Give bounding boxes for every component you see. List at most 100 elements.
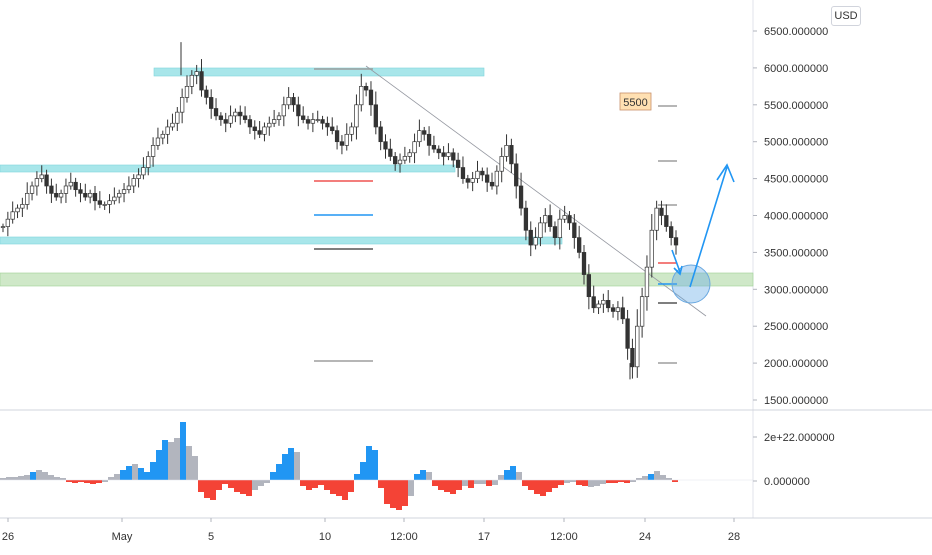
price-axis-label: 5500.000000: [764, 100, 828, 112]
candle-body: [363, 85, 369, 91]
histogram-bar: [156, 450, 162, 480]
candle-body: [228, 115, 233, 124]
candle-body: [39, 174, 44, 179]
histogram-bar: [306, 480, 312, 490]
histogram-bar: [204, 480, 210, 498]
histogram-bar: [468, 480, 474, 488]
candle-body: [271, 119, 277, 124]
histogram-bar: [648, 474, 654, 480]
candle-body: [160, 133, 165, 139]
histogram-bar: [342, 480, 348, 500]
candle-body: [349, 126, 354, 135]
candle-body: [547, 215, 553, 227]
candle-body: [533, 237, 538, 246]
candle-body: [141, 167, 146, 176]
candle-body: [305, 119, 311, 124]
histogram-bar: [384, 480, 390, 504]
candle-body: [310, 119, 316, 124]
candle-body: [107, 200, 112, 205]
histogram-bar: [336, 480, 342, 496]
resistance-zone-top: [153, 67, 485, 77]
candle-body: [596, 303, 601, 309]
time-axis-label: 24: [639, 531, 651, 543]
candle-body: [20, 204, 25, 209]
currency-badge[interactable]: USD: [831, 6, 861, 26]
candle-body: [470, 178, 475, 183]
candle-body: [509, 145, 514, 165]
price-axis-label: 4500.000000: [764, 174, 828, 186]
candle-body: [635, 325, 640, 368]
histogram-bar: [324, 480, 330, 490]
candle-body: [669, 226, 674, 238]
histogram-bar: [120, 470, 126, 480]
histogram-bar: [78, 480, 84, 482]
candle-body: [25, 193, 30, 205]
candle-body: [233, 111, 238, 117]
candle-body: [126, 185, 132, 191]
candle-body: [0, 226, 6, 228]
candle-body: [591, 296, 596, 309]
candle-body: [117, 193, 122, 198]
candle-body: [179, 97, 185, 113]
candle-body: [344, 133, 349, 146]
histogram-bar: [474, 480, 480, 484]
histogram-bar: [516, 472, 522, 480]
histogram-bar: [30, 472, 36, 480]
histogram-bar: [378, 480, 384, 488]
candle-body: [54, 193, 59, 198]
price-axis-label: 2000.000000: [764, 358, 828, 370]
price-axis-label: 6500.000000: [764, 26, 828, 38]
candle-body: [223, 119, 228, 124]
histogram-bar: [54, 477, 60, 480]
candle-body: [88, 193, 93, 198]
histogram-bar: [150, 462, 156, 480]
candle-body: [112, 196, 117, 202]
price-axis-label: 2500.000000: [764, 321, 828, 333]
candle-body: [460, 167, 466, 179]
downtrend-line: [365, 65, 707, 317]
histogram-bar: [660, 475, 666, 480]
candle-body: [170, 122, 175, 128]
candle-body: [44, 174, 49, 187]
histogram-bar: [312, 480, 318, 488]
histogram-bar: [348, 480, 354, 492]
candle-body: [514, 163, 519, 187]
candle-body: [359, 85, 364, 106]
histogram-bar: [12, 477, 18, 480]
candle-body: [630, 347, 635, 368]
candle-body: [199, 71, 204, 91]
price-label: 5500: [623, 97, 647, 109]
candle-body: [301, 115, 306, 120]
candle-body: [426, 133, 432, 146]
histogram-bar: [414, 474, 420, 480]
candle-body: [339, 141, 345, 146]
candle-body: [218, 115, 224, 120]
histogram-bar: [450, 480, 456, 494]
support-zone-lower: [0, 236, 563, 245]
candle-body: [489, 181, 495, 187]
histogram-bar: [240, 480, 246, 494]
candle-body: [455, 159, 461, 168]
candle-body: [68, 181, 73, 187]
candle-body: [625, 318, 630, 349]
candle-body: [73, 181, 78, 191]
candle-body: [412, 141, 417, 154]
candle-body: [334, 130, 340, 143]
histogram-bar: [402, 480, 408, 506]
candle-body: [475, 170, 480, 179]
candle-body: [562, 215, 567, 220]
histogram-bar: [456, 480, 462, 490]
histogram-bar: [606, 480, 612, 483]
candle-body: [15, 207, 20, 213]
candle-body: [281, 104, 286, 117]
time-axis-label: 5: [208, 531, 214, 543]
candle-body: [267, 122, 272, 128]
candle-body: [451, 152, 456, 161]
support-zone-green: [0, 272, 754, 287]
candle-body: [431, 145, 437, 150]
histogram-bar: [330, 480, 336, 494]
histogram-bar: [636, 478, 642, 480]
histogram-bar: [72, 480, 78, 483]
